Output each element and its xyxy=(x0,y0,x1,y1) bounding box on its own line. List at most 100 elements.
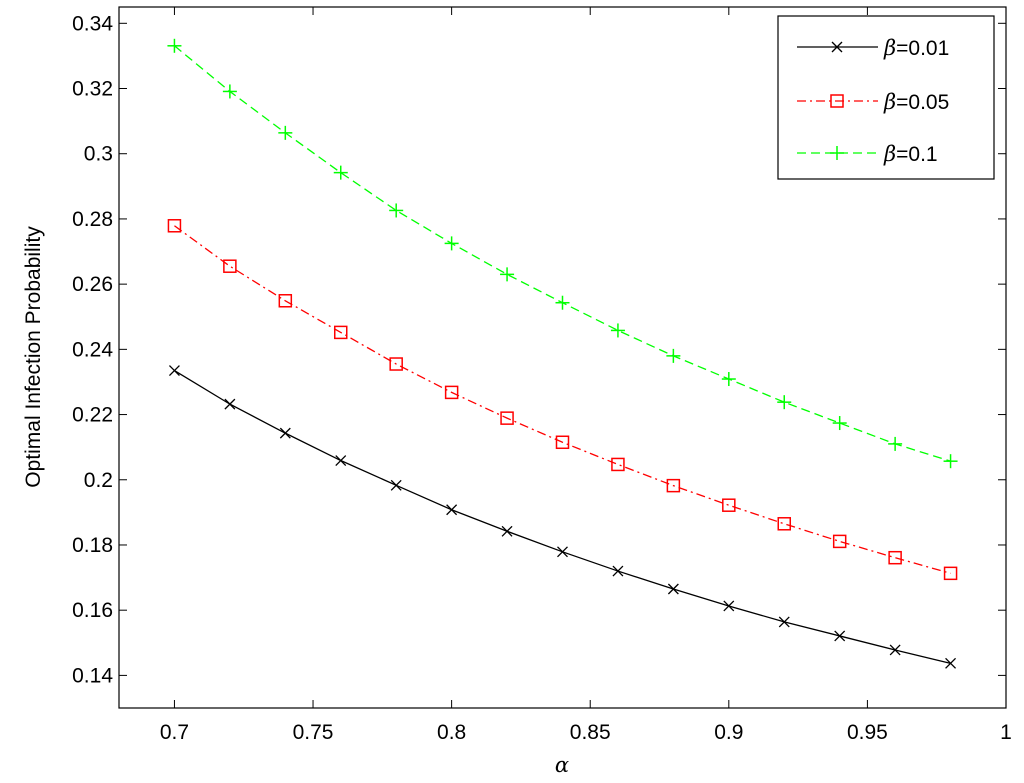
marker-stroke xyxy=(446,504,458,516)
marker-stroke xyxy=(390,479,402,491)
data-point-marker xyxy=(945,657,957,669)
data-point-marker xyxy=(333,165,348,180)
legend-item-3: β=0.1 xyxy=(797,142,938,166)
y-axis-ticks: 0.14 0.16 0.18 0.2 0.22 0.24 0.26 0.28 0.3 0.32 0.… xyxy=(72,12,1006,687)
data-point-marker xyxy=(722,498,736,512)
legend-value: =0.01 xyxy=(896,37,949,60)
data-point-marker xyxy=(610,323,625,338)
marker-stroke xyxy=(279,427,291,439)
legend-label: β=0.1 xyxy=(883,142,938,166)
data-point-marker xyxy=(888,436,903,451)
marker-stroke xyxy=(501,525,513,537)
data-point-marker xyxy=(777,395,792,410)
data-point-marker xyxy=(222,84,237,99)
legend-symbol: β xyxy=(883,36,896,60)
data-point-marker xyxy=(390,479,402,491)
data-point-marker xyxy=(667,583,679,595)
y-tick-label: 0.26 xyxy=(72,273,113,296)
data-point-marker xyxy=(389,357,403,371)
data-point-marker xyxy=(666,348,681,363)
y-tick-label: 0.2 xyxy=(84,469,113,492)
data-point-marker xyxy=(834,630,846,642)
series-3 xyxy=(167,38,958,469)
x-tick-label: 0.7 xyxy=(160,721,189,744)
data-point-marker xyxy=(555,295,570,310)
data-point-marker xyxy=(501,525,513,537)
y-tick-label: 0.24 xyxy=(72,338,113,361)
y-tick-label: 0.18 xyxy=(72,534,113,557)
y-tick-label: 0.34 xyxy=(72,12,113,35)
data-point-marker xyxy=(557,546,568,558)
series-layer xyxy=(167,38,958,669)
marker-stroke xyxy=(224,398,236,410)
data-point-marker xyxy=(279,427,291,439)
x-tick-label: 1 xyxy=(1000,721,1012,744)
data-point-marker xyxy=(778,616,790,628)
x-axis-label: α xyxy=(555,753,569,777)
data-point-marker xyxy=(723,600,735,612)
x-tick-label: 0.9 xyxy=(714,721,743,744)
data-point-marker xyxy=(167,219,182,233)
marker-stroke xyxy=(723,600,735,612)
x-tick-label: 0.95 xyxy=(847,721,888,744)
legend-value: =0.05 xyxy=(896,91,949,114)
legend-marker xyxy=(830,94,844,108)
x-axis-ticks: 0.7 0.75 0.8 0.85 0.9 0.95 1 xyxy=(160,7,1012,744)
data-point-marker xyxy=(224,398,236,410)
legend-box xyxy=(777,15,995,180)
marker-stroke xyxy=(612,565,624,577)
data-point-marker xyxy=(334,325,348,340)
data-point-marker xyxy=(168,365,180,377)
y-tick-label: 0.14 xyxy=(72,664,113,687)
data-point-marker xyxy=(446,504,458,516)
data-point-marker xyxy=(389,203,404,218)
y-tick-label: 0.32 xyxy=(72,78,113,101)
legend: β=0.01β=0.05β=0.1 xyxy=(777,15,995,180)
data-point-marker xyxy=(278,125,293,140)
marker-stroke xyxy=(667,583,679,595)
legend-label: β=0.05 xyxy=(883,90,949,114)
legend-symbol: β xyxy=(883,90,896,114)
legend-symbol: β xyxy=(883,142,896,166)
marker-stroke xyxy=(557,546,568,558)
data-point-marker xyxy=(444,236,459,251)
data-point-marker xyxy=(889,644,901,656)
y-tick-label: 0.3 xyxy=(84,143,113,166)
marker-stroke xyxy=(335,455,347,466)
data-point-marker xyxy=(555,435,570,450)
series-2 xyxy=(167,219,958,581)
legend-marker xyxy=(831,41,843,53)
marker-stroke xyxy=(831,41,843,53)
data-point-marker xyxy=(832,416,847,431)
data-point-marker xyxy=(611,457,625,472)
y-tick-label: 0.16 xyxy=(72,599,113,622)
data-point-marker xyxy=(943,566,958,581)
data-point-marker xyxy=(278,294,293,308)
data-point-marker xyxy=(666,478,681,493)
data-point-marker xyxy=(223,259,237,273)
x-tick-label: 0.75 xyxy=(293,721,334,744)
data-point-marker xyxy=(777,517,791,531)
series-1 xyxy=(168,365,957,669)
data-point-marker xyxy=(721,372,736,387)
data-point-marker xyxy=(888,550,902,565)
data-point-marker xyxy=(335,455,347,466)
legend-value: =0.1 xyxy=(896,143,937,166)
x-tick-label: 0.8 xyxy=(437,721,466,744)
y-tick-label: 0.22 xyxy=(72,404,113,427)
marker-stroke xyxy=(778,616,790,628)
data-point-marker xyxy=(943,454,958,469)
marker-stroke xyxy=(834,630,846,642)
marker-stroke xyxy=(945,657,957,669)
y-tick-label: 0.28 xyxy=(72,208,113,231)
legend-item-1: β=0.01 xyxy=(797,36,949,60)
data-point-marker xyxy=(832,534,847,549)
data-point-marker xyxy=(500,267,515,282)
data-point-marker xyxy=(500,411,514,425)
data-point-marker xyxy=(444,385,459,400)
legend-item-2: β=0.05 xyxy=(797,90,949,114)
legend-marker xyxy=(830,146,844,160)
y-axis-label: Optimal Infection Probability xyxy=(22,226,45,488)
series-line xyxy=(174,225,951,574)
